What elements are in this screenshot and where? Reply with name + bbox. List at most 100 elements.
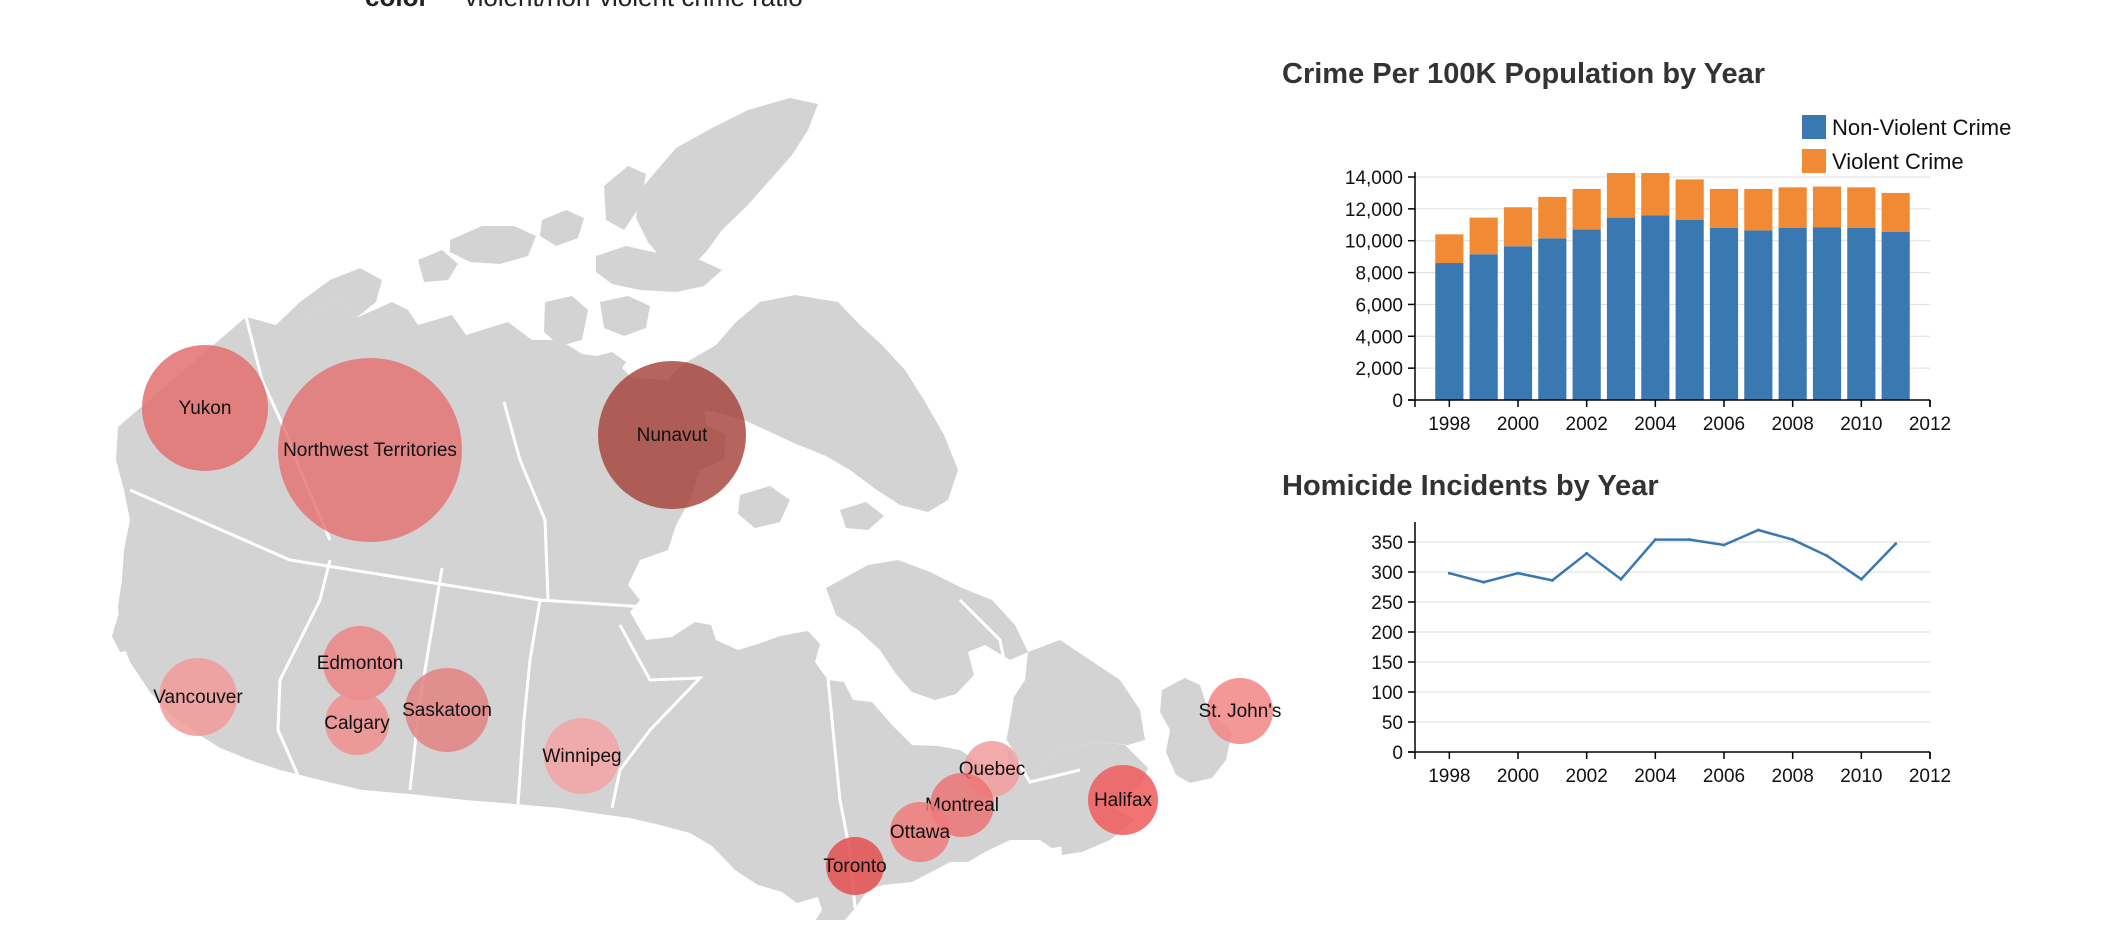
homicide-point-2002[interactable] — [1585, 551, 1589, 555]
bar-non-violent-2010[interactable] — [1847, 227, 1876, 400]
map-color-legend: color violent/non-violent crime ratio — [365, 0, 803, 13]
homicide-point-2010[interactable] — [1859, 577, 1863, 581]
city-label-yukon: Yukon — [179, 398, 232, 419]
line-chart-axes: 0 50 100 150 200 250 300 350 1998 2000 2002 2004 200… — [1371, 522, 1951, 787]
bubble-northwest-territories[interactable]: Northwest Territories — [278, 358, 462, 542]
bar-violent-2000[interactable] — [1503, 207, 1533, 247]
hudson-strait-islands — [840, 502, 884, 530]
bar-chart-grid — [1415, 176, 1930, 369]
city-label-winnipeg: Winnipeg — [542, 746, 621, 767]
bar-non-violent-1999[interactable] — [1469, 254, 1498, 400]
city-label-quebec: Quebec — [959, 759, 1026, 780]
city-label-halifax: Halifax — [1094, 790, 1153, 811]
bar-non-violent-1998[interactable] — [1435, 263, 1464, 400]
homicide-point-1999[interactable] — [1482, 580, 1486, 584]
bar-non-violent-2004[interactable] — [1641, 215, 1670, 400]
bar-non-violent-2003[interactable] — [1606, 217, 1636, 400]
bubble-circle-nunavut — [598, 361, 746, 509]
bar-violent-2003[interactable] — [1606, 173, 1636, 218]
bubble-montreal[interactable]: Montreal — [925, 773, 999, 837]
bubble-calgary[interactable]: Calgary — [324, 691, 390, 755]
bar-violent-2008[interactable] — [1778, 187, 1807, 228]
bubble-nunavut[interactable]: Nunavut — [598, 361, 746, 509]
line-y-tick-label: 300 — [1371, 563, 1403, 584]
labrador — [1005, 640, 1145, 775]
homicide-point-1998[interactable] — [1447, 571, 1451, 575]
bar-non-violent-2007[interactable] — [1744, 230, 1773, 400]
homicide-line-chart: 0 50 100 150 200 250 300 350 1998 2000 2002 2004 200… — [1371, 522, 1951, 787]
line-chart-grid — [1415, 541, 1930, 723]
bubble-ottawa[interactable]: Ottawa — [890, 802, 951, 862]
bubble-circle-halifax — [1088, 765, 1158, 835]
devon-island — [596, 246, 722, 292]
bubble-vancouver[interactable]: Vancouver — [153, 658, 243, 736]
bar-x-tick-label: 2000 — [1497, 414, 1539, 435]
bar-chart-legend: Non-Violent Crime Violent Crime — [1802, 115, 2011, 174]
homicide-point-2009[interactable] — [1825, 554, 1829, 558]
hudson-bay-east-landmass — [826, 560, 1028, 700]
bar-non-violent-2005[interactable] — [1675, 220, 1704, 400]
city-bubbles: Yukon Northwest Territories Nunavut Vanc… — [142, 345, 1281, 895]
homicide-point-2003[interactable] — [1619, 577, 1623, 581]
somerset-island — [600, 296, 650, 336]
bubble-st-johns[interactable]: St. John's — [1199, 678, 1282, 744]
city-label-toronto: Toronto — [823, 856, 886, 877]
city-label-calgary: Calgary — [324, 713, 390, 734]
bubble-saskatoon[interactable]: Saskatoon — [402, 668, 492, 752]
bar-violent-1998[interactable] — [1435, 234, 1464, 264]
homicide-point-2004[interactable] — [1653, 538, 1657, 542]
bar-non-violent-2002[interactable] — [1572, 229, 1601, 400]
homicide-point-2005[interactable] — [1688, 538, 1692, 542]
bar-violent-2005[interactable] — [1675, 179, 1704, 221]
bar-chart-axes: 0 2,000 4,000 6,000 8,000 10,000 12,000 14,000 1… — [1345, 168, 1951, 435]
line-chart-title: Homicide Incidents by Year — [1282, 470, 1659, 502]
bar-non-violent-2000[interactable] — [1503, 246, 1533, 400]
bar-violent-2007[interactable] — [1744, 188, 1773, 231]
bar-y-tick-label: 6,000 — [1355, 295, 1403, 316]
line-chart-series — [1447, 528, 1898, 584]
bar-non-violent-2008[interactable] — [1778, 227, 1807, 400]
bar-y-tick-label: 2,000 — [1355, 359, 1403, 380]
bar-violent-2002[interactable] — [1572, 188, 1601, 230]
bar-chart-bars — [1435, 173, 1910, 400]
crime-bar-chart: Non-Violent Crime Violent Crime 0 2,000 4,0… — [1345, 115, 2011, 435]
homicide-point-2007[interactable] — [1756, 528, 1760, 532]
homicide-point-2011[interactable] — [1894, 542, 1898, 546]
line-x-tick-label: 1998 — [1428, 766, 1470, 787]
bubble-toronto[interactable]: Toronto — [823, 837, 887, 895]
legend-swatch-violent — [1802, 149, 1826, 173]
homicide-series-line[interactable] — [1449, 528, 1897, 584]
homicide-point-2006[interactable] — [1722, 543, 1726, 547]
bar-violent-1999[interactable] — [1469, 217, 1498, 255]
bar-non-violent-2011[interactable] — [1881, 231, 1910, 400]
bar-non-violent-2006[interactable] — [1709, 227, 1739, 400]
city-label-ottawa: Ottawa — [890, 822, 951, 843]
bubble-circle-calgary — [325, 691, 389, 755]
bar-violent-2004[interactable] — [1641, 173, 1670, 216]
map-svg: Yukon Northwest Territories Nunavut Vanc… — [112, 98, 1281, 920]
homicide-point-2008[interactable] — [1791, 538, 1795, 542]
line-y-tick-label: 250 — [1371, 593, 1403, 614]
bar-non-violent-2001[interactable] — [1538, 238, 1567, 400]
bubble-circle-saskatoon — [405, 668, 489, 752]
bubble-yukon[interactable]: Yukon — [142, 345, 268, 471]
bar-violent-2006[interactable] — [1709, 188, 1739, 228]
bubble-halifax[interactable]: Halifax — [1088, 765, 1158, 835]
line-y-tick-label: 50 — [1382, 713, 1403, 734]
bar-violent-2009[interactable] — [1812, 186, 1842, 228]
bubble-circle-yukon — [142, 345, 268, 471]
border-yukon-bc — [129, 488, 691, 612]
bar-violent-2011[interactable] — [1881, 192, 1910, 232]
bar-violent-2010[interactable] — [1847, 187, 1876, 228]
bubble-edmonton[interactable]: Edmonton — [317, 626, 404, 700]
bubble-winnipeg[interactable]: Winnipeg — [542, 718, 622, 794]
homicide-point-2001[interactable] — [1550, 578, 1554, 582]
bar-x-tick-label: 2006 — [1703, 414, 1745, 435]
homicide-point-2000[interactable] — [1516, 571, 1520, 575]
baffin-island — [655, 295, 958, 512]
legend-swatch-non-violent — [1802, 115, 1826, 139]
bar-non-violent-2009[interactable] — [1812, 227, 1842, 400]
bar-x-tick-label: 2012 — [1909, 414, 1951, 435]
bar-violent-2001[interactable] — [1538, 196, 1567, 239]
prince-of-wales-island — [544, 296, 588, 346]
